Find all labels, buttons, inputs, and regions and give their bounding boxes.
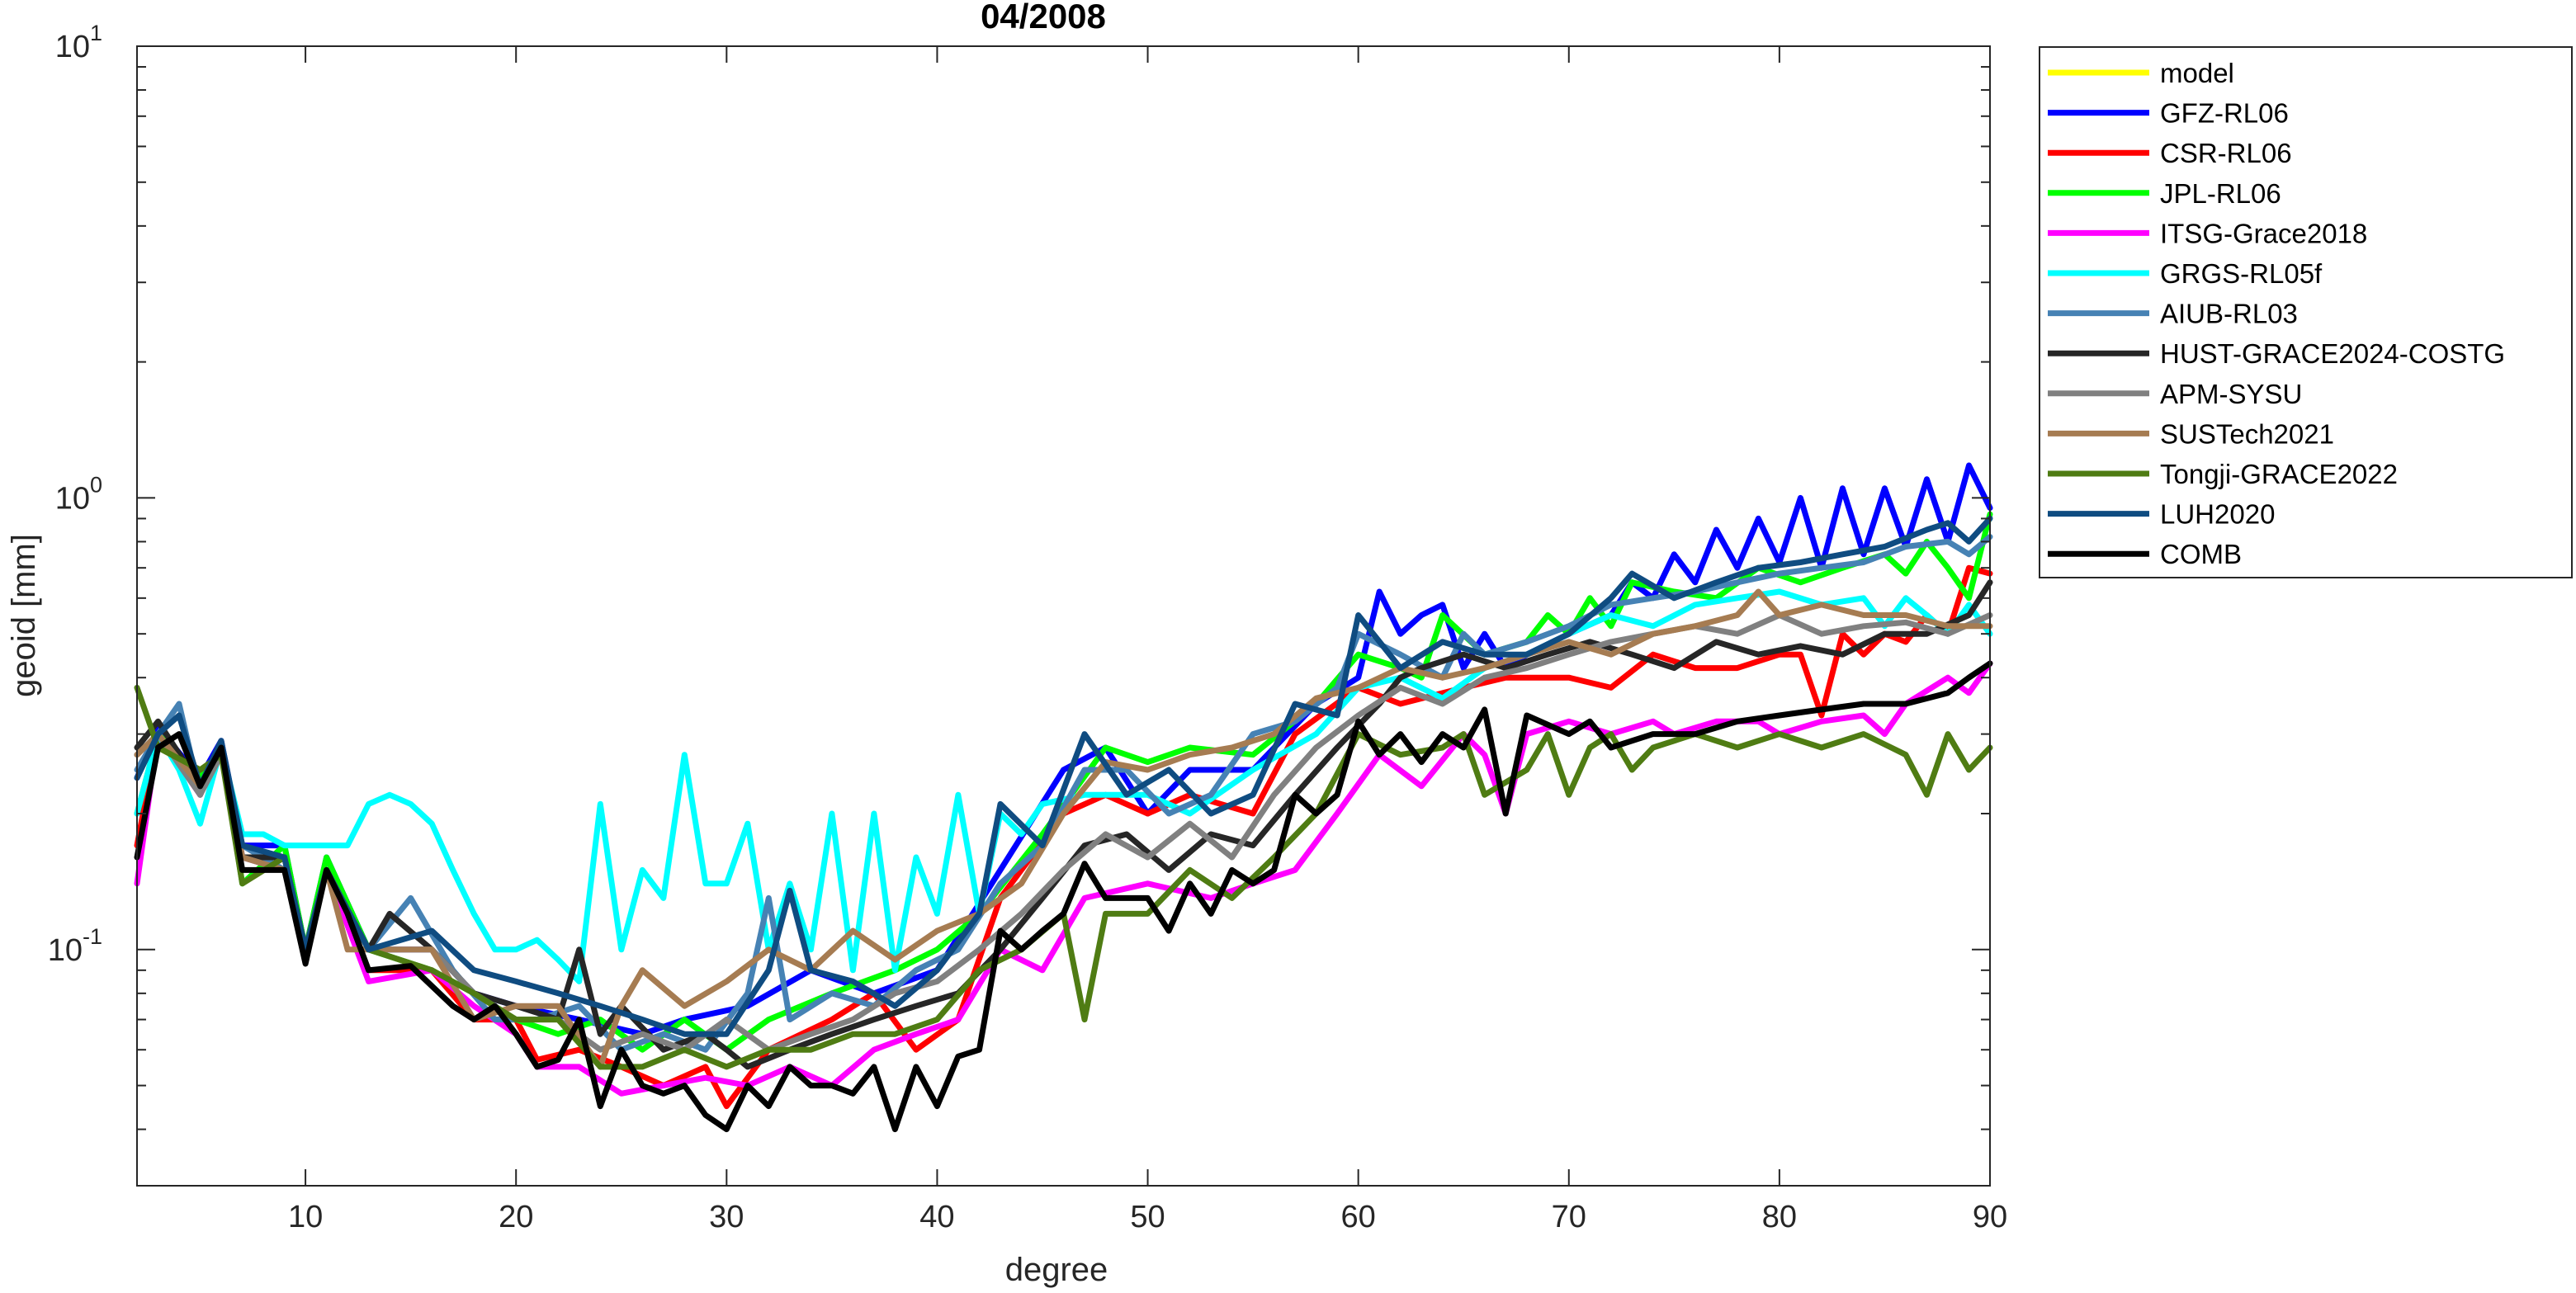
legend-label-aiub-rl03: AIUB-RL03 bbox=[2160, 299, 2298, 329]
x-axis-label: degree bbox=[1005, 1252, 1108, 1288]
series-line-comb bbox=[134, 660, 1993, 1133]
y-tick-base: 10 bbox=[55, 30, 90, 64]
legend-label-jpl-rl06: JPL-RL06 bbox=[2160, 178, 2281, 209]
y-tick-label: 101 bbox=[55, 21, 102, 64]
series-layer bbox=[134, 462, 1993, 1133]
legend-label-csr-rl06: CSR-RL06 bbox=[2160, 138, 2292, 168]
legend-label-itsg-grace2018: ITSG-Grace2018 bbox=[2160, 218, 2367, 248]
y-tick-base: 10 bbox=[55, 481, 90, 516]
legend: model GFZ-RL06 CSR-RL06 JPL-RL06 ITSG-Grace2… bbox=[2039, 46, 2573, 578]
x-tick-label: 90 bbox=[1973, 1200, 2007, 1234]
x-tick-label: 20 bbox=[499, 1200, 533, 1234]
x-tick-label: 50 bbox=[1130, 1200, 1165, 1234]
series-line-tongji-grace2022 bbox=[134, 684, 1993, 1070]
legend-label-sustech2021: SUSTech2021 bbox=[2160, 418, 2334, 449]
x-axis: 10 20 30 40 50 60 70 80 90 bbox=[288, 46, 2007, 1234]
x-tick-label: 80 bbox=[1762, 1200, 1797, 1234]
x-tick-label: 60 bbox=[1341, 1200, 1376, 1234]
y-axis-label: geoid [mm] bbox=[6, 534, 42, 697]
chart-title: 04/2008 bbox=[981, 0, 1106, 35]
y-tick-exponent: 0 bbox=[90, 472, 102, 497]
legend-label-grgs-rl05f: GRGS-RL05f bbox=[2160, 258, 2323, 289]
legend-entries: model GFZ-RL06 CSR-RL06 JPL-RL06 ITSG-Grace2… bbox=[2048, 58, 2505, 569]
y-tick-base: 10 bbox=[48, 933, 83, 968]
x-tick-label: 10 bbox=[288, 1200, 323, 1234]
y-tick-label: 10-1 bbox=[48, 924, 102, 968]
legend-label-model: model bbox=[2160, 58, 2234, 88]
plot-area bbox=[137, 46, 1990, 1186]
plot-frame bbox=[136, 45, 1991, 1187]
legend-label-gfz-rl06: GFZ-RL06 bbox=[2160, 98, 2289, 129]
y-tick-label: 100 bbox=[55, 472, 102, 516]
y-tick-exponent: 1 bbox=[90, 21, 102, 45]
series-line-grgs-rl05f bbox=[134, 588, 1993, 984]
legend-label-apm-sysu: APM-SYSU bbox=[2160, 379, 2302, 409]
legend-label-hust-grace2024-costg: HUST-GRACE2024-COSTG bbox=[2160, 338, 2505, 369]
x-tick-label: 70 bbox=[1552, 1200, 1586, 1234]
x-tick-label: 40 bbox=[919, 1200, 954, 1234]
series-line-sustech2021 bbox=[134, 588, 1993, 1070]
y-tick-exponent: -1 bbox=[83, 924, 102, 949]
x-tick-label: 30 bbox=[709, 1200, 744, 1234]
legend-label-tongji-grace2022: Tongji-GRACE2022 bbox=[2160, 459, 2398, 489]
legend-label-luh2020: LUH2020 bbox=[2160, 499, 2275, 530]
legend-label-comb: COMB bbox=[2160, 539, 2242, 569]
